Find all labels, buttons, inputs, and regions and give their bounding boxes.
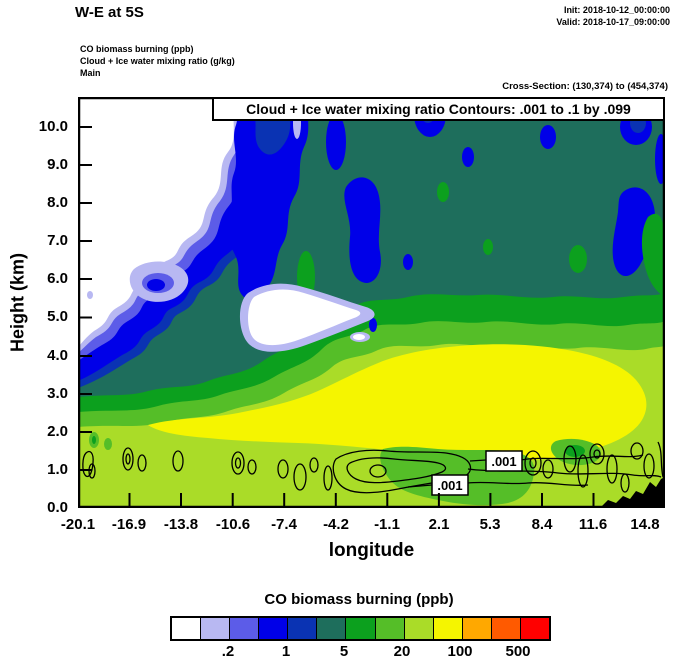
colorbar-tick-label: .2 bbox=[221, 643, 235, 660]
y-tick-label: 9.0 bbox=[47, 156, 68, 173]
colorbar-cell bbox=[172, 618, 201, 639]
x-tick-label: -7.4 bbox=[271, 516, 297, 533]
colorbar-cell bbox=[374, 618, 404, 639]
colorbar-cell bbox=[432, 618, 462, 639]
colorbar-tick-label: 5 bbox=[339, 643, 349, 660]
fill-layers bbox=[78, 97, 665, 508]
x-tick-label: -16.9 bbox=[111, 516, 147, 533]
colorbar-tick-label: 1 bbox=[281, 643, 291, 660]
valid-time: Valid: 2018-10-17_09:00:00 bbox=[556, 17, 670, 27]
field-line-fill: CO biomass burning (ppb) bbox=[80, 44, 194, 54]
init-time: Init: 2018-10-12_00:00:00 bbox=[563, 5, 670, 15]
axis-ticks bbox=[78, 126, 665, 508]
colorbar-tick-label: 20 bbox=[393, 643, 411, 660]
x-tick-label: 5.3 bbox=[479, 516, 501, 533]
x-axis-title: longitude bbox=[328, 540, 415, 561]
colorbar-cell bbox=[229, 618, 259, 639]
field-list: CO biomass burning (ppb) Cloud + Ice wat… bbox=[80, 43, 235, 79]
y-tick-label: 2.0 bbox=[47, 423, 68, 440]
colorbar-cell bbox=[316, 618, 346, 639]
y-tick-label: 5.0 bbox=[47, 308, 68, 325]
contour-title-box: Cloud + Ice water mixing ratio Contours:… bbox=[212, 97, 665, 121]
x-tick-label: -4.2 bbox=[323, 516, 349, 533]
colorbar bbox=[170, 616, 551, 641]
terrain-mask bbox=[600, 477, 665, 508]
colorbar-cell bbox=[461, 618, 491, 639]
colorbar-title: CO biomass burning (ppb) bbox=[264, 591, 454, 608]
contour-label: .001 bbox=[491, 454, 516, 469]
colorbar-tick-label: 100 bbox=[447, 643, 473, 660]
run-times: Init: 2018-10-12_00:00:00 Valid: 2018-10… bbox=[556, 4, 670, 28]
x-tick-label: 11.6 bbox=[578, 516, 608, 533]
colorbar-cell bbox=[287, 618, 317, 639]
y-tick-label: 10.0 bbox=[38, 118, 68, 135]
y-tick-label: 7.0 bbox=[47, 232, 68, 249]
x-tick-label: -10.6 bbox=[215, 516, 251, 533]
y-tick-label: 0.0 bbox=[47, 499, 68, 516]
west-cloud-wisps bbox=[87, 261, 375, 352]
cross-section-coords: Cross-Section: (130,374) to (454,374) bbox=[502, 81, 668, 92]
field-line-contour: Cloud + Ice water mixing ratio (g/kg) bbox=[80, 56, 235, 66]
colorbar-cell bbox=[345, 618, 375, 639]
y-tick-label: 1.0 bbox=[47, 461, 68, 478]
colorbar-tick-label: 500 bbox=[505, 643, 531, 660]
contour-label: .001 bbox=[437, 478, 462, 493]
y-tick-label: 3.0 bbox=[47, 385, 68, 402]
cross-section-plot: .001 .001 bbox=[78, 97, 665, 508]
field-line-domain: Main bbox=[80, 68, 101, 78]
x-tick-label: -13.8 bbox=[163, 516, 199, 533]
colorbar-cell bbox=[490, 618, 520, 639]
y-axis-title: Height (km) bbox=[7, 253, 28, 352]
x-tick-label: -20.1 bbox=[60, 516, 96, 533]
colorbar-cell bbox=[519, 618, 550, 639]
colorbar-cell bbox=[258, 618, 288, 639]
contour-label-boxes: .001 .001 bbox=[431, 450, 523, 496]
colorbar-cell bbox=[403, 618, 433, 639]
x-tick-label: -1.1 bbox=[374, 516, 400, 533]
y-tick-label: 4.0 bbox=[47, 347, 68, 364]
page-title: W-E at 5S bbox=[75, 4, 144, 21]
y-tick-label: 6.0 bbox=[47, 270, 68, 287]
x-tick-label: 8.4 bbox=[531, 516, 553, 533]
colorbar-cell bbox=[200, 618, 230, 639]
x-tick-label: 2.1 bbox=[428, 516, 450, 533]
x-tick-label: 14.8 bbox=[630, 516, 660, 533]
y-tick-label: 8.0 bbox=[47, 194, 68, 211]
